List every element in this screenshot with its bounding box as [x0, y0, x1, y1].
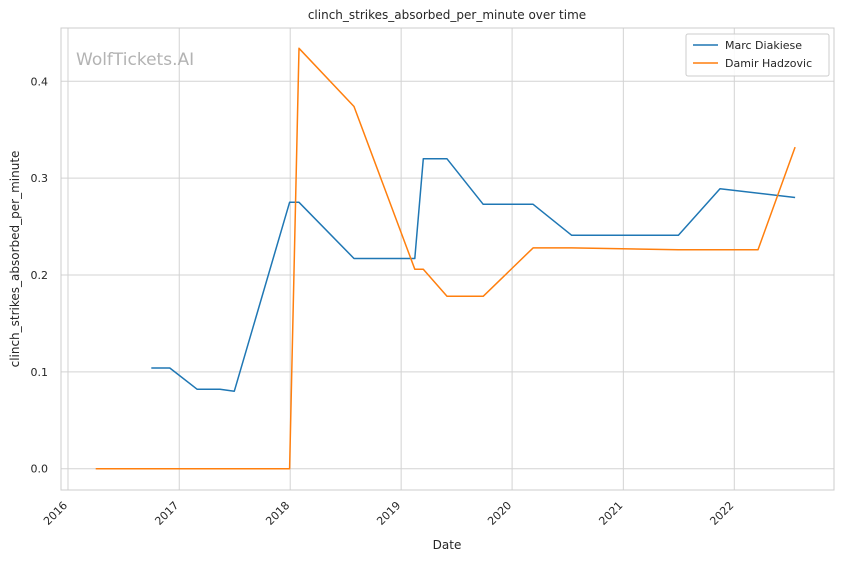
- x-axis-title: Date: [433, 538, 462, 552]
- legend-box: [685, 33, 830, 77]
- chart-title: clinch_strikes_absorbed_per_minute over …: [308, 8, 586, 22]
- series-line-marc-diakiese: [151, 158, 796, 392]
- y-tick-label: 0.4: [31, 75, 49, 88]
- series-lines: [95, 47, 796, 470]
- y-tick-label: 0.1: [31, 366, 49, 379]
- plot-frame: [60, 27, 835, 491]
- y-tick-label: 0.3: [31, 172, 49, 185]
- y-tick-label: 0.0: [31, 463, 49, 476]
- x-tick-label: 2018: [263, 499, 292, 528]
- x-tick-label: 2021: [596, 499, 625, 528]
- x-tick-label: 2020: [485, 499, 514, 528]
- y-tick-labels: 0.0 0.1 0.2 0.3 0.4: [31, 75, 49, 475]
- watermark: WolfTickets.AI: [76, 50, 194, 70]
- series-line-damir-hadzovic: [95, 47, 796, 470]
- legend-label: Marc Diakiese: [725, 39, 802, 52]
- legend-label: Damir Hadzovic: [725, 57, 812, 70]
- y-axis-title: clinch_strikes_absorbed_per_minute: [8, 151, 22, 368]
- plot-area: [61, 28, 834, 490]
- x-tick-label: 2017: [152, 499, 181, 528]
- x-tick-label: 2019: [374, 499, 403, 528]
- x-tick-label: 2022: [707, 499, 736, 528]
- legend: Marc Diakiese Damir Hadzovic: [685, 33, 830, 77]
- y-tick-label: 0.2: [31, 269, 49, 282]
- x-tick-label: 2016: [41, 499, 70, 528]
- x-tick-labels: 2016 2017 2018 2019 2020 2021 2022: [41, 499, 736, 528]
- grid: [61, 28, 834, 490]
